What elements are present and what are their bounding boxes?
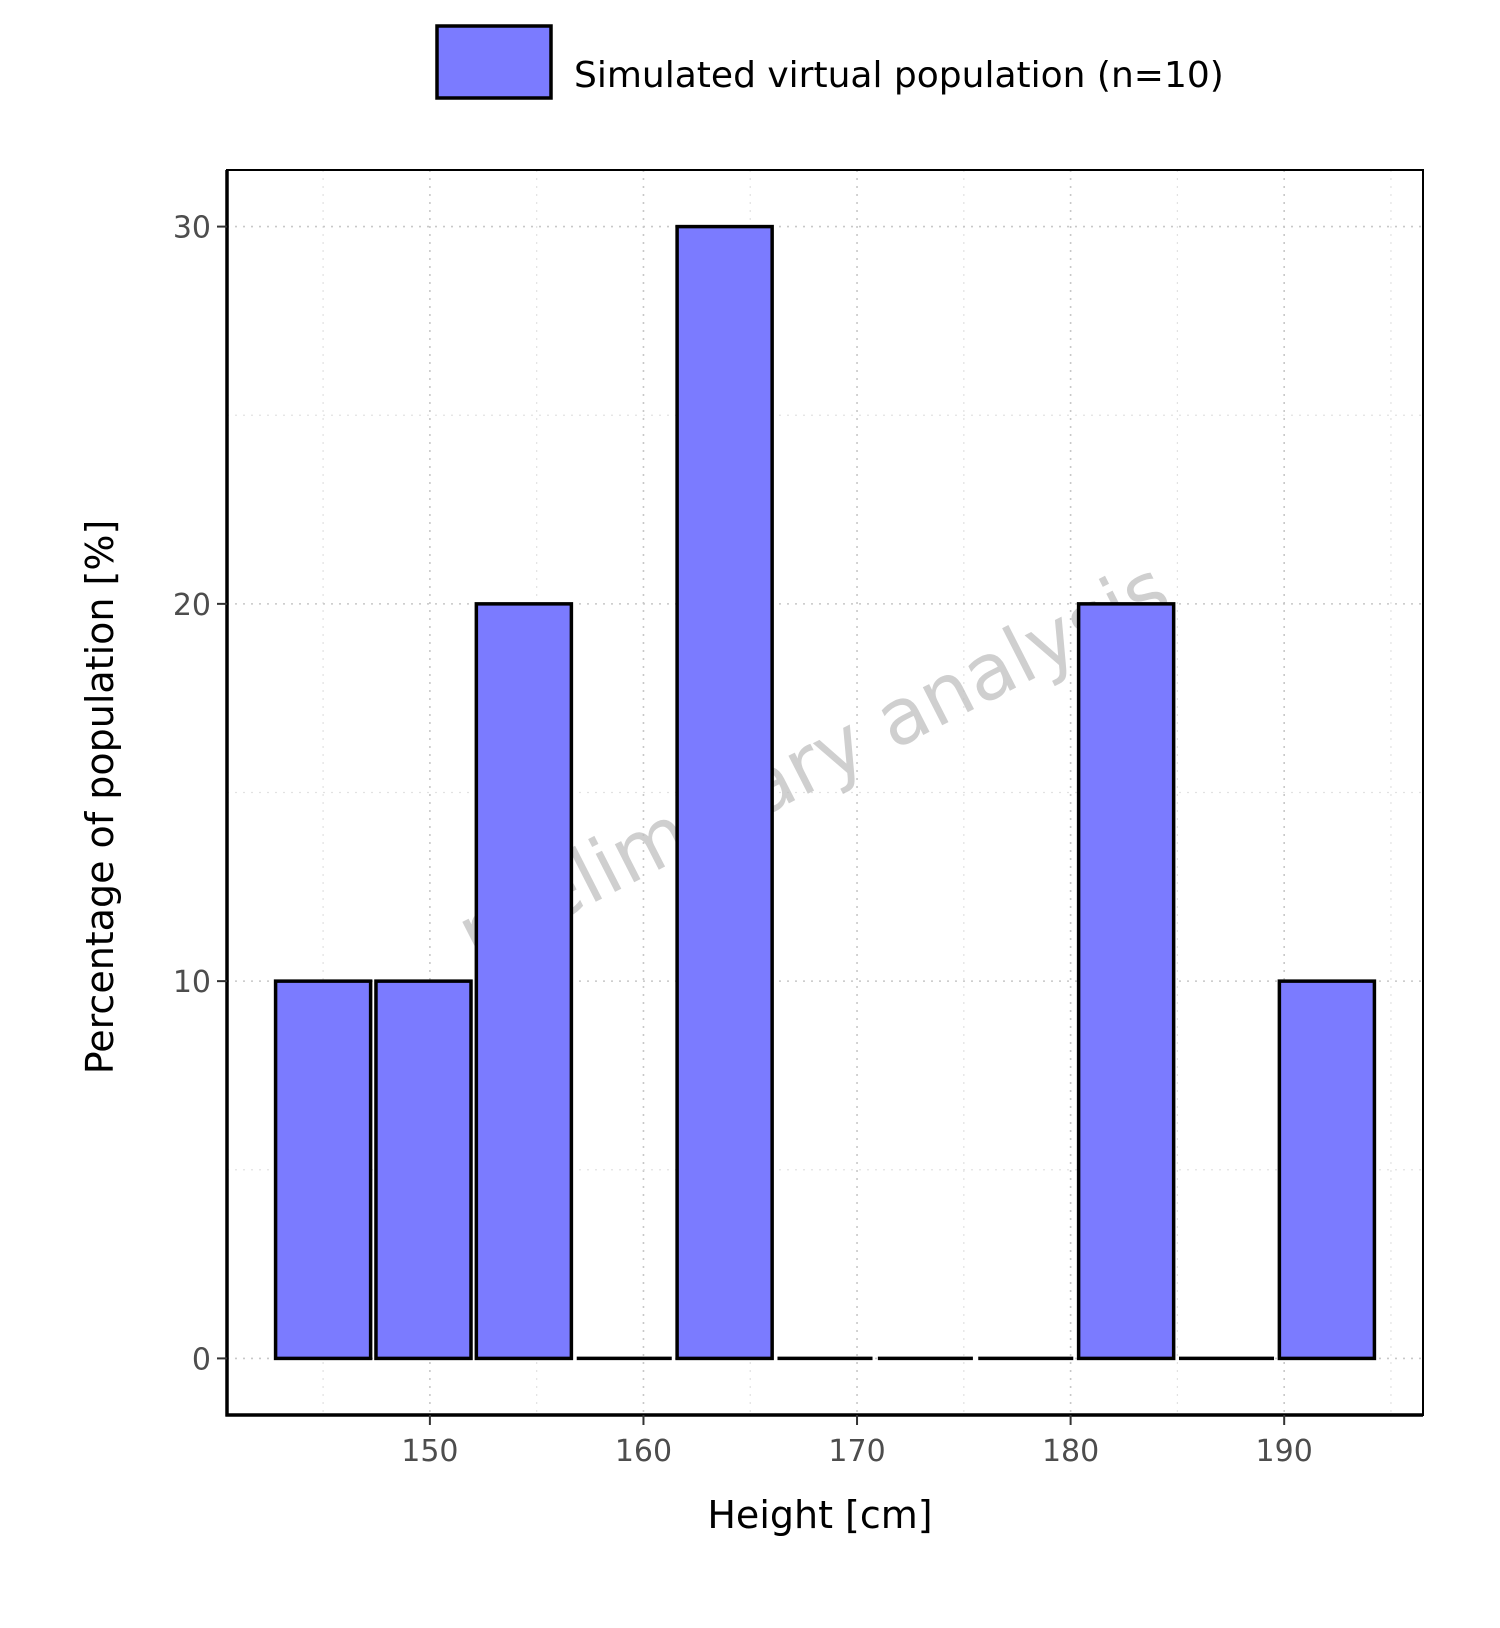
y-tick-label: 0 — [192, 1342, 211, 1377]
tick-label-layer: 150 160 170 180 190 0 10 20 30 — [173, 211, 1313, 1469]
x-axis-title: Height [cm] — [707, 1493, 932, 1537]
y-tick-label: 20 — [173, 588, 211, 623]
x-tick-label: 180 — [1042, 1434, 1099, 1469]
legend: Simulated virtual population (n=10) — [435, 24, 1224, 100]
histogram-bar — [1277, 979, 1377, 1361]
x-tick-label: 170 — [828, 1434, 885, 1469]
histogram-bar — [374, 979, 473, 1361]
legend-label: Simulated virtual population (n=10) — [574, 55, 1224, 96]
histogram-bar — [1076, 602, 1176, 1361]
axes-layer — [217, 170, 1423, 1425]
x-tick-label: 150 — [401, 1434, 458, 1469]
x-tick-label: 160 — [615, 1434, 672, 1469]
y-tick-label: 10 — [173, 965, 211, 1000]
bars-layer — [273, 224, 1377, 1361]
y-tick-label: 30 — [173, 211, 211, 246]
histogram-bar — [273, 979, 373, 1361]
histogram-bar — [474, 602, 574, 1361]
histogram-bar — [675, 224, 774, 1361]
x-tick-label: 190 — [1256, 1434, 1313, 1469]
legend-swatch — [435, 24, 553, 100]
y-axis-title: Percentage of population [%] — [78, 520, 122, 1075]
